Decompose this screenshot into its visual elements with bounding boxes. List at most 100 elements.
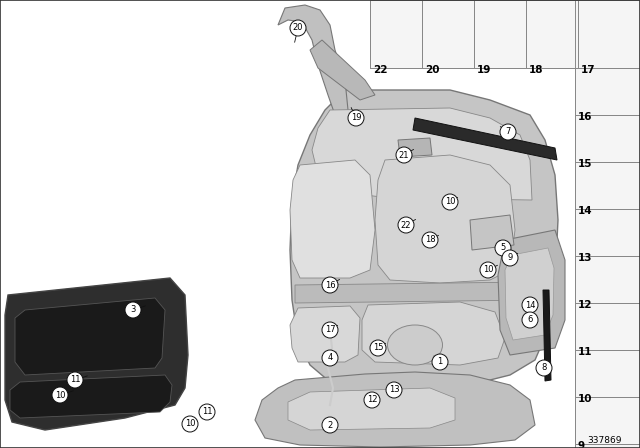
Circle shape [364, 392, 380, 408]
Text: 15: 15 [372, 344, 383, 353]
Bar [575, 209, 640, 256]
Circle shape [500, 124, 516, 140]
Circle shape [480, 262, 496, 278]
Circle shape [199, 404, 215, 420]
Text: 8: 8 [541, 363, 547, 372]
Circle shape [396, 147, 412, 163]
Polygon shape [470, 215, 514, 250]
Text: 11: 11 [70, 375, 80, 384]
Text: 11: 11 [202, 408, 212, 417]
Circle shape [536, 360, 552, 376]
Circle shape [495, 240, 511, 256]
Text: 20: 20 [425, 65, 440, 75]
Polygon shape [312, 108, 532, 200]
Bar [575, 303, 640, 350]
Polygon shape [398, 138, 432, 157]
Polygon shape [543, 290, 551, 381]
Polygon shape [15, 298, 165, 375]
Polygon shape [295, 282, 535, 303]
Text: 16: 16 [324, 280, 335, 289]
Bar [526, 0, 578, 68]
Text: 21: 21 [399, 151, 409, 159]
Text: 17: 17 [324, 326, 335, 335]
Text: 9: 9 [508, 254, 513, 263]
Bar [575, 444, 640, 448]
Polygon shape [278, 5, 348, 115]
Text: 4: 4 [328, 353, 333, 362]
Circle shape [52, 387, 68, 403]
Polygon shape [290, 160, 375, 278]
Bar [422, 0, 474, 68]
Circle shape [386, 382, 402, 398]
Text: 1: 1 [437, 358, 443, 366]
Text: 13: 13 [388, 385, 399, 395]
Polygon shape [505, 248, 554, 340]
Circle shape [322, 350, 338, 366]
Bar [474, 0, 526, 68]
Bar [575, 162, 640, 209]
Text: 10: 10 [578, 394, 593, 404]
Polygon shape [290, 306, 360, 362]
Text: 18: 18 [529, 65, 543, 75]
Circle shape [432, 354, 448, 370]
Polygon shape [255, 372, 535, 447]
Bar [575, 350, 640, 397]
Polygon shape [310, 40, 375, 100]
Text: 16: 16 [578, 112, 593, 122]
Circle shape [182, 416, 198, 432]
Circle shape [348, 110, 364, 126]
Circle shape [422, 232, 438, 248]
Bar [575, 115, 640, 162]
Text: 22: 22 [401, 220, 412, 229]
Text: 11: 11 [578, 347, 593, 357]
Circle shape [67, 372, 83, 388]
Circle shape [370, 340, 386, 356]
Polygon shape [498, 230, 565, 355]
Bar [575, 256, 640, 303]
Circle shape [442, 194, 458, 210]
Bar [578, 0, 640, 68]
Ellipse shape [387, 325, 442, 365]
Text: 12: 12 [578, 300, 593, 310]
Polygon shape [10, 375, 172, 418]
Circle shape [502, 250, 518, 266]
Text: 17: 17 [581, 65, 596, 75]
Text: 337869: 337869 [588, 436, 622, 445]
Text: 10: 10 [483, 266, 493, 275]
Circle shape [398, 217, 414, 233]
Text: 12: 12 [367, 396, 377, 405]
Circle shape [322, 417, 338, 433]
Text: 13: 13 [578, 253, 593, 263]
Polygon shape [362, 302, 505, 365]
Text: 15: 15 [578, 159, 593, 169]
Text: 6: 6 [527, 315, 532, 324]
Text: 7: 7 [506, 128, 511, 137]
Text: 10: 10 [55, 391, 65, 400]
Polygon shape [290, 90, 558, 390]
Text: 19: 19 [351, 113, 361, 122]
Text: 10: 10 [445, 198, 455, 207]
Circle shape [322, 277, 338, 293]
Text: 2: 2 [328, 421, 333, 430]
Text: 20: 20 [292, 23, 303, 33]
Circle shape [522, 312, 538, 328]
Polygon shape [288, 388, 455, 430]
Text: 18: 18 [425, 236, 435, 245]
Text: 3: 3 [131, 306, 136, 314]
Text: 14: 14 [578, 206, 593, 216]
Circle shape [125, 302, 141, 318]
Text: 9: 9 [578, 441, 585, 448]
Circle shape [290, 20, 306, 36]
Circle shape [522, 297, 538, 313]
Polygon shape [5, 278, 188, 430]
Bar [575, 397, 640, 444]
Polygon shape [375, 155, 515, 283]
Bar [370, 0, 422, 68]
Text: 10: 10 [185, 419, 195, 428]
Text: 5: 5 [500, 244, 506, 253]
Text: 19: 19 [477, 65, 492, 75]
Circle shape [322, 322, 338, 338]
Polygon shape [413, 118, 557, 160]
Text: 22: 22 [373, 65, 387, 75]
Bar [575, 68, 640, 115]
